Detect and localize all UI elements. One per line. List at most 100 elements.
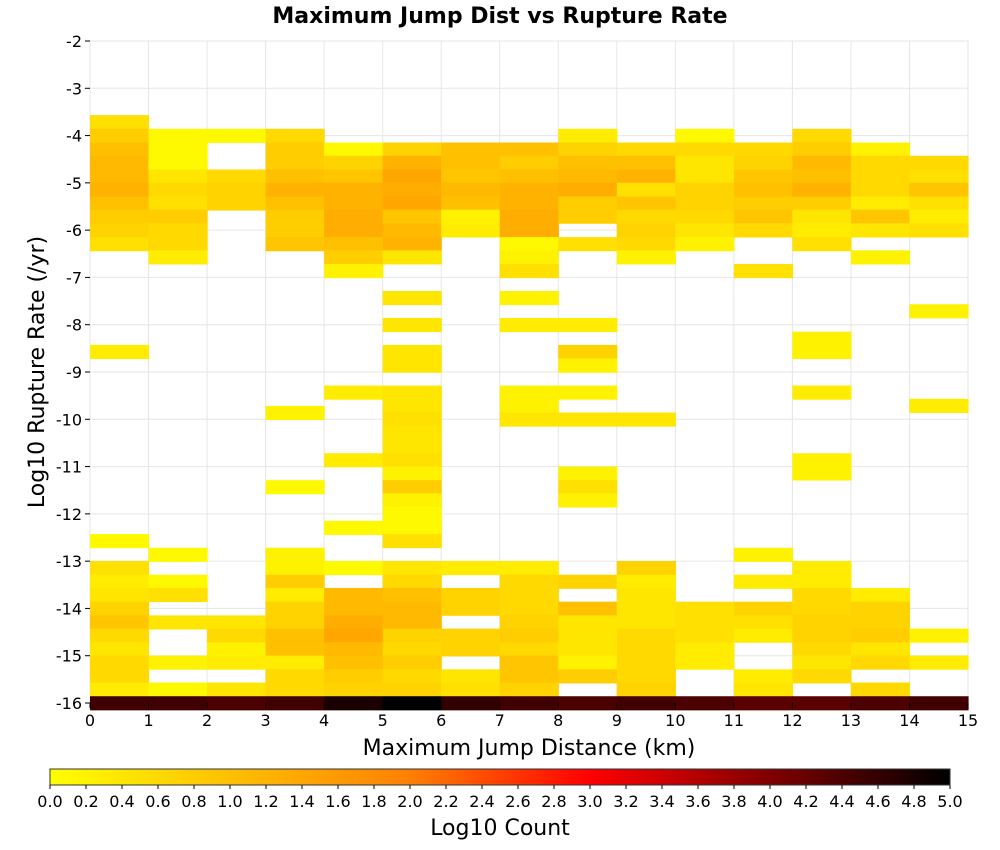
heatmap-cell — [558, 128, 618, 143]
colorbar-tick-label: 5.0 — [937, 792, 962, 811]
heatmap-cell — [850, 209, 911, 224]
y-tick-label: -9 — [66, 363, 82, 382]
heatmap-cell — [441, 169, 501, 184]
heatmap-cell — [324, 642, 384, 657]
heatmap-cell — [265, 142, 325, 157]
colorbar-tick-label: 1.2 — [253, 792, 278, 811]
heatmap-cell — [207, 682, 267, 697]
colorbar-tick-label: 0.4 — [109, 792, 134, 811]
heatmap-cell — [792, 237, 852, 252]
heatmap-cell — [675, 601, 735, 616]
heatmap-cell — [909, 304, 969, 319]
heatmap-cell — [441, 561, 501, 576]
heatmap-cell — [499, 317, 559, 333]
heatmap-cell — [675, 142, 735, 157]
x-tick-label: 13 — [841, 711, 861, 730]
heatmap-cell — [90, 169, 150, 184]
y-tick-label: -8 — [66, 316, 82, 335]
heatmap-cell — [850, 696, 911, 711]
heatmap-cell — [733, 142, 793, 157]
heatmap-cell — [265, 642, 325, 657]
heatmap-cell — [148, 696, 208, 711]
heatmap-cell — [909, 398, 969, 413]
heatmap-cell — [324, 264, 384, 279]
heatmap-cell — [265, 587, 325, 603]
x-tick-label: 3 — [261, 711, 271, 730]
heatmap-cell — [499, 264, 559, 279]
heatmap-cell — [792, 615, 852, 630]
heatmap-cell — [207, 182, 267, 197]
heatmap-cell — [382, 669, 442, 684]
heatmap-cell — [441, 669, 501, 684]
colorbar-tick-label: 4.0 — [757, 792, 782, 811]
heatmap-cell — [382, 426, 442, 441]
heatmap-cell — [207, 642, 267, 657]
y-tick-label: -14 — [56, 599, 82, 618]
heatmap-cell — [382, 358, 442, 373]
heatmap-cell — [265, 223, 325, 238]
heatmap-cell — [265, 405, 325, 421]
heatmap-cell — [90, 115, 150, 130]
heatmap-cell — [616, 223, 676, 238]
heatmap-cell — [382, 182, 442, 197]
heatmap-cell — [792, 142, 852, 157]
heatmap-cell — [733, 264, 793, 279]
heatmap-cell — [207, 615, 267, 630]
heatmap-cell — [558, 209, 618, 224]
heatmap-cell — [850, 601, 911, 616]
heatmap-cell — [324, 520, 384, 535]
heatmap-cell — [733, 155, 793, 170]
heatmap-cell — [265, 182, 325, 197]
heatmap-cell — [382, 250, 442, 265]
heatmap-cell — [675, 696, 735, 711]
heatmap-cell — [324, 453, 384, 468]
heatmap-cell — [499, 209, 559, 224]
heatmap-cell — [382, 466, 442, 481]
heatmap-cell — [382, 682, 442, 697]
heatmap-cell — [207, 655, 267, 670]
heatmap-cell — [324, 182, 384, 197]
heatmap-cell — [792, 601, 852, 616]
colorbar-tick-label: 0.2 — [73, 792, 98, 811]
heatmap-cell — [733, 615, 793, 630]
heatmap-cell — [558, 412, 618, 427]
heatmap-cell — [499, 196, 559, 211]
heatmap-cell — [90, 628, 150, 643]
heatmap-cell — [148, 655, 208, 670]
heatmap-cell — [382, 290, 442, 306]
heatmap-cell — [558, 358, 618, 373]
heatmap-cell — [265, 669, 325, 684]
x-tick-label: 8 — [553, 711, 563, 730]
y-tick-label: -13 — [56, 552, 82, 571]
heatmap-cell — [382, 209, 442, 224]
heatmap-cell — [382, 155, 442, 170]
heatmap-cell — [148, 587, 208, 603]
heatmap-cell — [558, 237, 618, 252]
heatmap-cell — [616, 587, 676, 603]
heatmap-cell — [382, 398, 442, 413]
heatmap-cell — [265, 155, 325, 170]
heatmap-cell — [850, 223, 911, 238]
heatmap-cell — [792, 209, 852, 224]
colorbar — [49, 768, 951, 786]
heatmap-cell — [382, 493, 442, 508]
heatmap-cell — [909, 655, 969, 670]
heatmap-cell — [909, 209, 969, 224]
heatmap-cell — [90, 142, 150, 157]
heatmap-cell — [792, 642, 852, 657]
heatmap-cell — [792, 628, 852, 643]
heatmap-cell — [90, 615, 150, 630]
heatmap-cell — [909, 155, 969, 170]
colorbar-tick-label: 3.6 — [685, 792, 710, 811]
heatmap-cell — [558, 601, 618, 616]
heatmap-cell — [499, 223, 559, 238]
y-tick-label: -4 — [66, 127, 82, 146]
heatmap-cell — [382, 142, 442, 157]
heatmap-cell — [616, 412, 676, 427]
heatmap-cell — [675, 209, 735, 224]
chart-title: Maximum Jump Dist vs Rupture Rate — [272, 4, 727, 29]
heatmap-cell — [324, 615, 384, 630]
heatmap-cell — [382, 561, 442, 576]
heatmap-cell — [499, 237, 559, 252]
heatmap-cell — [733, 628, 793, 643]
